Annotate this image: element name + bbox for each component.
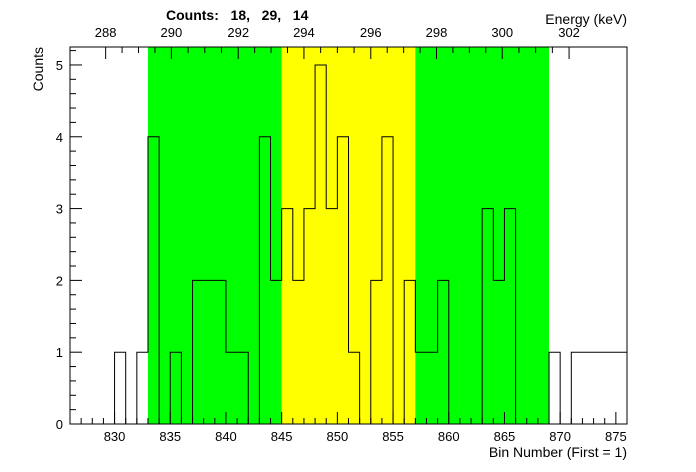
region-band-1 — [147, 47, 282, 424]
y-tick-label: 2 — [56, 273, 63, 288]
y-axis-title: Counts — [30, 47, 46, 91]
x2-tick-label: 302 — [558, 25, 580, 40]
x-axis-title: Bin Number (First = 1) — [489, 444, 627, 460]
y-tick-label: 3 — [56, 202, 63, 217]
x2-tick-label: 288 — [95, 25, 117, 40]
x2-tick-label: 292 — [227, 25, 249, 40]
y-tick-label: 5 — [56, 58, 63, 73]
x2-tick-label: 298 — [426, 25, 448, 40]
y-tick-label: 0 — [56, 417, 63, 432]
x-tick-label: 845 — [271, 429, 293, 444]
x2-tick-label: 290 — [161, 25, 183, 40]
x-tick-label: 835 — [159, 429, 181, 444]
x-tick-label: 850 — [327, 429, 349, 444]
y-tick-label: 4 — [56, 130, 63, 145]
x-tick-label: 870 — [549, 429, 571, 444]
x-tick-label: 860 — [438, 429, 460, 444]
y-tick-label: 1 — [56, 345, 63, 360]
x2-tick-label: 300 — [491, 25, 513, 40]
x-tick-label: 840 — [215, 429, 237, 444]
chart-title: Counts: 18, 29, 14 — [166, 7, 309, 23]
x-tick-label: 855 — [382, 429, 404, 444]
x2-tick-label: 296 — [360, 25, 382, 40]
x2-axis-title: Energy (keV) — [545, 11, 627, 27]
x-tick-label: 875 — [605, 429, 627, 444]
x2-tick-label: 294 — [293, 25, 315, 40]
x-tick-label: 830 — [104, 429, 126, 444]
x-tick-label: 865 — [494, 429, 516, 444]
